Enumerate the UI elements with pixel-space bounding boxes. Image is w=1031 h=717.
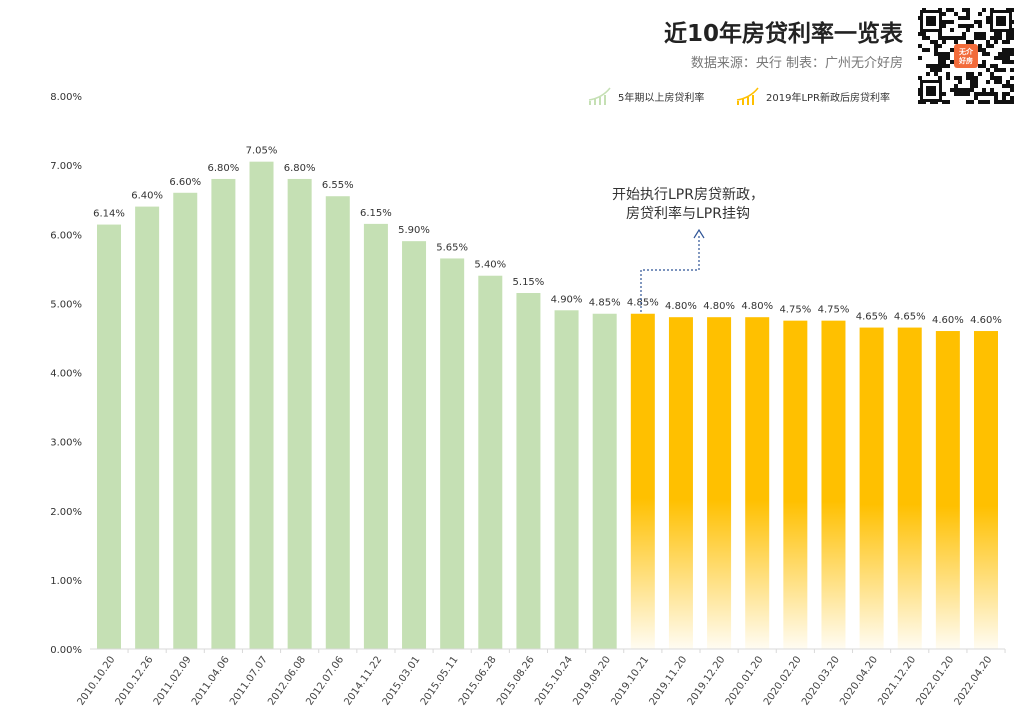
y-tick-label: 4.00%	[50, 369, 82, 380]
x-tick-label: 2019.09.20	[571, 654, 613, 707]
bar-value-label: 6.40%	[131, 191, 163, 202]
x-tick-label: 2020.03.20	[800, 654, 842, 707]
legend-item-green: 5年期以上房贷利率	[588, 86, 704, 106]
svg-text:无介: 无介	[958, 47, 974, 56]
y-tick-label: 1.00%	[50, 576, 82, 587]
x-tick-label: 2015.10.24	[533, 654, 575, 707]
x-tick-label: 2022.01.20	[914, 654, 956, 707]
bar-value-label: 4.80%	[703, 301, 735, 312]
rising-bars-icon	[736, 87, 759, 105]
bar-value-label: 5.65%	[436, 242, 468, 253]
bar	[707, 317, 732, 649]
chart-title: 近10年房贷利率一览表	[663, 21, 903, 47]
lpr-annotation: 开始执行LPR房贷新政， 房贷利率与LPR挂钩	[612, 186, 764, 224]
bar	[668, 317, 693, 649]
bar	[516, 293, 541, 649]
bar-value-label: 4.80%	[741, 301, 773, 312]
bar	[325, 196, 350, 649]
x-tick-label: 2015.08.26	[495, 654, 537, 707]
bar-value-label: 4.65%	[894, 312, 926, 323]
bar-value-label: 4.85%	[589, 298, 621, 309]
annotation-line: 开始执行LPR房贷新政，	[612, 187, 764, 203]
rising-bars-icon	[588, 87, 611, 105]
bar	[630, 313, 655, 649]
x-tick-label: 2019.12.20	[686, 654, 728, 707]
y-tick-label: 7.00%	[50, 161, 82, 172]
bar	[592, 313, 617, 649]
x-tick-label: 2010.12.26	[114, 654, 156, 707]
bar	[935, 331, 960, 649]
x-tick-label: 2015.06.28	[457, 654, 499, 707]
bar-value-label: 4.60%	[932, 315, 964, 326]
bar-value-label: 5.90%	[398, 225, 430, 236]
bar-value-label: 6.80%	[284, 163, 316, 174]
bar-value-label: 6.60%	[169, 177, 201, 188]
annotation-arrow	[640, 234, 700, 312]
bar-value-label: 5.40%	[474, 260, 506, 271]
svg-text:好房: 好房	[958, 56, 973, 65]
bar-value-label: 6.15%	[360, 208, 392, 219]
bar	[249, 161, 274, 649]
bar-value-label: 4.85%	[627, 298, 659, 309]
bar-value-label: 5.15%	[513, 277, 545, 288]
bar	[745, 317, 770, 649]
bar	[287, 178, 312, 649]
x-tick-label: 2015.05.11	[419, 654, 461, 707]
bar-value-label: 4.80%	[665, 301, 697, 312]
x-tick-label: 2019.11.20	[648, 654, 690, 707]
annotation-line: 房贷利率与LPR挂钩	[626, 206, 750, 222]
bar	[973, 331, 998, 649]
legend-item-yellow: 2019年LPR新政后房贷利率	[736, 86, 890, 106]
bar	[211, 178, 236, 649]
bar	[554, 310, 579, 649]
x-tick-label: 2011.02.09	[152, 654, 194, 707]
bar-value-label: 7.05%	[246, 146, 278, 157]
bar	[897, 327, 922, 649]
x-tick-label: 2012.06.08	[266, 654, 308, 707]
arrow-head-icon	[693, 228, 705, 239]
x-tick-label: 2012.07.06	[304, 654, 346, 707]
legend-label: 2019年LPR新政后房贷利率	[766, 92, 890, 104]
bar-value-label: 4.65%	[856, 312, 888, 323]
bar	[363, 223, 388, 649]
bar	[135, 206, 160, 649]
x-tick-label: 2019.10.21	[609, 654, 651, 707]
x-tick-label: 2021.12.20	[876, 654, 918, 707]
bar	[859, 327, 884, 649]
bar	[440, 258, 465, 649]
bar-value-label: 6.55%	[322, 180, 354, 191]
qr-code: 无介 好房	[918, 8, 1014, 104]
y-tick-label: 5.00%	[50, 299, 82, 310]
x-tick-label: 2015.03.01	[381, 654, 423, 707]
bar-value-label: 4.60%	[970, 315, 1002, 326]
x-tick-label: 2011.04.06	[190, 654, 232, 707]
bar	[478, 275, 503, 649]
bar-value-label: 6.14%	[93, 209, 125, 220]
x-tick-label: 2014.11.22	[343, 654, 385, 707]
bar-value-label: 6.80%	[207, 163, 239, 174]
y-tick-label: 2.00%	[50, 507, 82, 518]
bar	[783, 320, 808, 649]
bar	[402, 241, 427, 649]
x-tick-label: 2020.02.20	[762, 654, 804, 707]
bar	[821, 320, 846, 649]
bar-value-label: 4.75%	[818, 305, 850, 316]
x-tick-label: 2022.04.20	[953, 654, 995, 707]
chart-source: 数据来源：央行 制表：广州无介好房	[690, 56, 903, 71]
bar	[97, 224, 121, 649]
y-tick-label: 3.00%	[50, 438, 82, 449]
x-tick-label: 2011.07.07	[228, 654, 270, 707]
bar-value-label: 4.90%	[551, 294, 583, 305]
x-tick-label: 2010.10.20	[76, 654, 118, 707]
bar	[173, 192, 198, 649]
bar-value-label: 4.75%	[779, 305, 811, 316]
y-tick-label: 0.00%	[50, 645, 82, 656]
y-tick-label: 8.00%	[50, 92, 82, 103]
y-tick-label: 6.00%	[50, 230, 82, 241]
x-tick-label: 2020.01.20	[724, 654, 766, 707]
legend-label: 5年期以上房贷利率	[618, 92, 705, 104]
x-tick-label: 2020.04.20	[838, 654, 880, 707]
